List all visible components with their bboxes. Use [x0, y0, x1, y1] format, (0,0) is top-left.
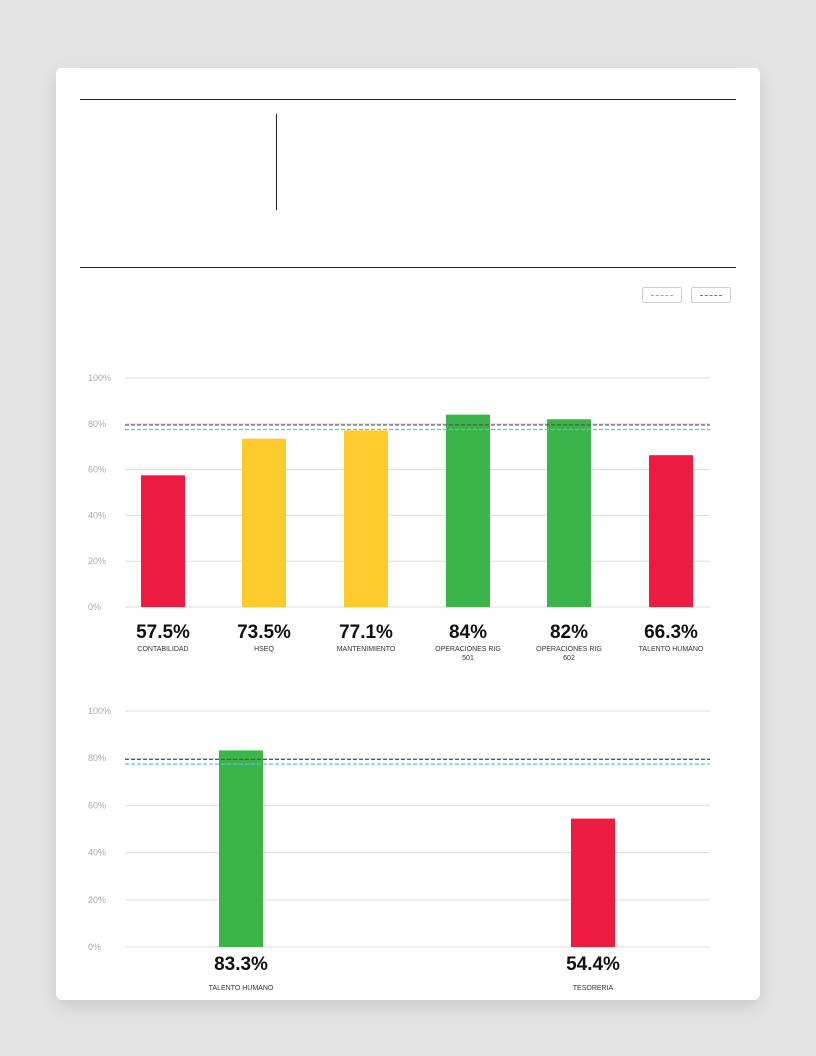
- bar: [547, 419, 591, 607]
- y-tick-label: 0%: [88, 942, 101, 952]
- y-tick-label: 60%: [88, 800, 106, 810]
- x-tick-label: TALENTO HUMANO: [209, 985, 274, 992]
- legend-dark-target[interactable]: [691, 287, 731, 303]
- y-tick-label: 20%: [88, 895, 106, 905]
- data-label: 54.4%: [566, 954, 620, 975]
- data-label: 77.1%: [339, 622, 393, 643]
- data-label: 57.5%: [136, 622, 190, 643]
- data-label: 66.3%: [644, 622, 698, 643]
- bar: [344, 430, 388, 607]
- y-tick-label: 80%: [88, 753, 106, 763]
- legend-cyan-swatch: [651, 295, 673, 296]
- y-tick-label: 80%: [88, 419, 106, 429]
- x-tick-label: TESORERIA: [573, 985, 614, 992]
- data-label: 73.5%: [237, 622, 291, 643]
- x-tick-label: MANTENIMIENTO: [337, 646, 396, 653]
- y-tick-label: 0%: [88, 602, 101, 612]
- department-bar-chart: 0% 20% 40% 60% 80% 100% 57.5% CONTABILIDAD 73.5%…: [88, 373, 710, 662]
- secondary-bar-chart: 0% 20% 40% 60% 80% 100% 83.3% TALENTO HUMANO 54.…: [88, 706, 710, 992]
- x-tick-label: TALENTO HUMANO: [639, 646, 704, 653]
- bar: [141, 475, 185, 607]
- bar: [219, 750, 263, 947]
- x-tick-label: 602: [563, 655, 575, 662]
- bar: [446, 414, 490, 607]
- x-tick-label: HSEQ: [254, 646, 274, 653]
- x-tick-label: 501: [462, 655, 474, 662]
- data-label: 82%: [550, 622, 588, 643]
- y-tick-label: 100%: [88, 706, 111, 716]
- data-label: 84%: [449, 622, 487, 643]
- data-label: 83.3%: [214, 954, 268, 975]
- top-rule: [80, 99, 736, 100]
- legend-dark-swatch: [700, 295, 722, 296]
- y-tick-label: 60%: [88, 465, 106, 475]
- bar: [649, 455, 693, 607]
- y-tick-label: 100%: [88, 373, 111, 383]
- bar: [242, 438, 286, 607]
- section-rule: [80, 267, 736, 268]
- y-tick-label: 40%: [88, 510, 106, 520]
- x-tick-label: CONTABILIDAD: [137, 646, 188, 653]
- x-tick-label: OPERACIONES RIG: [435, 646, 501, 653]
- legend-cyan-target[interactable]: [642, 287, 682, 303]
- header-divider: [276, 114, 277, 210]
- x-tick-label: OPERACIONES RIG: [536, 646, 602, 653]
- y-tick-label: 40%: [88, 848, 106, 858]
- bar: [571, 818, 615, 947]
- y-tick-label: 20%: [88, 556, 106, 566]
